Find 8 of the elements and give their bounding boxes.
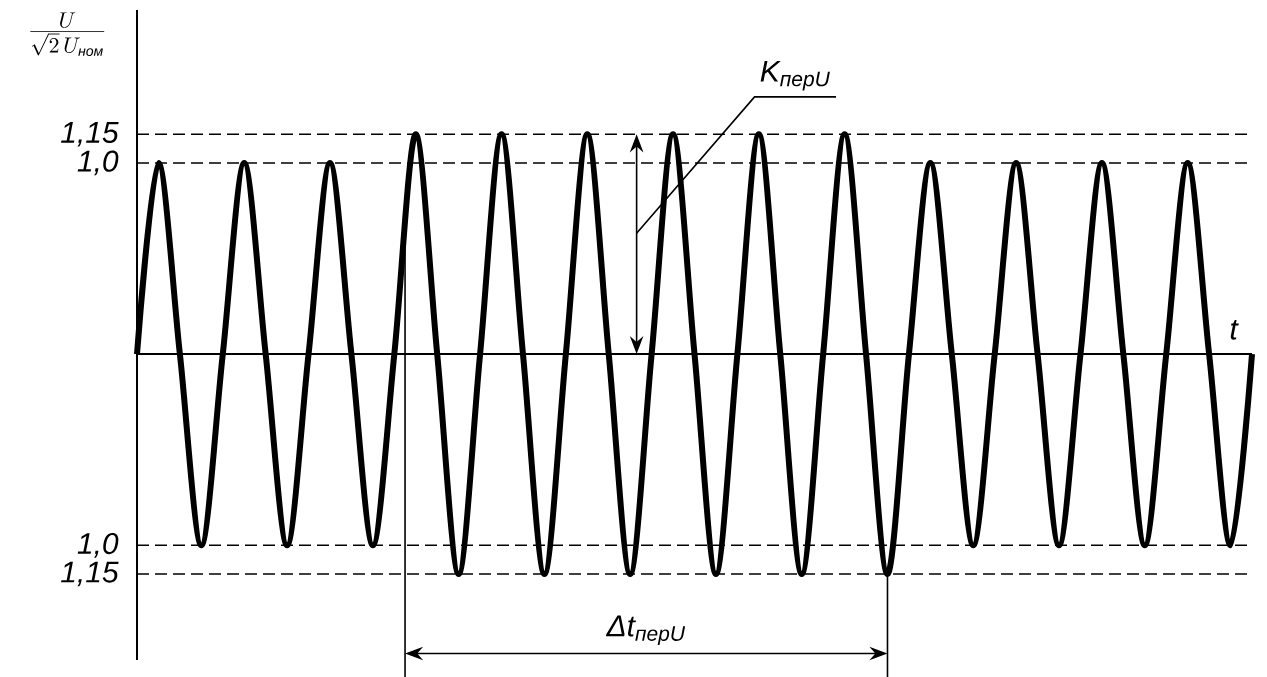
annotation: K$_{перU}$ [760,60,830,91]
y-tick-label: 1,0 [77,532,119,558]
x-axis-title: t [1230,319,1239,340]
y-axis-title: $\frac{U}{\sqrt{2}\,U_{\mbox{\itshape\scriptsize ном}}}$ [30,12,105,56]
y-tick-label: 1,15 [61,122,119,147]
annotation: Δt$_{перU}$ [605,615,686,646]
y-tick-label: 1,0 [77,150,119,176]
y-tick-label: 1,15 [61,561,119,587]
